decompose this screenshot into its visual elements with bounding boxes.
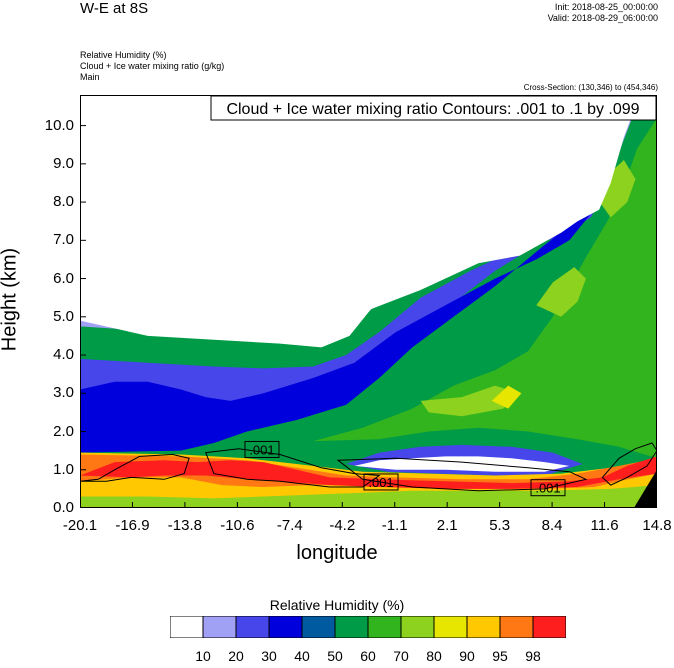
y-tick-label: 0.0	[53, 499, 74, 516]
contour-info-box: Cloud + Ice water mixing ratio Contours:…	[210, 95, 657, 121]
x-tick-label: -10.6	[220, 517, 255, 534]
field-label-rh: Relative Humidity (%)	[80, 50, 167, 60]
x-tick-label: 2.1	[436, 517, 458, 534]
colorbar-swatch	[301, 616, 336, 638]
colorbar-swatch	[466, 616, 501, 638]
contour-info-bg	[210, 95, 657, 121]
x-tick-label: -7.4	[276, 517, 303, 534]
cloud-contour-4	[601, 442, 657, 486]
contour-label-box	[244, 440, 280, 458]
plot-area: .001 .001 .001 Cloud + Ice water mixing rat…	[80, 95, 657, 508]
contour-label-2: .001	[363, 473, 399, 491]
x-tick-label: 5.3	[489, 517, 511, 534]
chart-title: W-E at 8S	[80, 0, 149, 17]
x-tick-label: -13.8	[167, 517, 202, 534]
x-tick-label: -4.2	[329, 517, 356, 534]
cloud-contour-3	[336, 457, 588, 492]
x-tick-label: -20.1	[62, 517, 98, 534]
colorbar-level-label: 10	[195, 648, 211, 664]
colorbar-level-label: 80	[426, 648, 442, 664]
colorbar-swatch	[367, 616, 402, 638]
y-tick-label: 8.0	[53, 193, 74, 211]
colorbar-swatch	[268, 616, 303, 638]
colorbar-swatch	[532, 616, 566, 638]
field-label-main: Main	[80, 72, 100, 82]
rh-region-80-c	[420, 385, 520, 417]
y-tick-label: 3.0	[53, 384, 74, 402]
x-tick-label: -16.9	[115, 517, 150, 534]
colorbar-level-label: 60	[360, 648, 376, 664]
x-tick-label: 14.8	[642, 517, 672, 534]
colorbar-level-label: 90	[459, 648, 475, 664]
contour-label-3: .001	[530, 479, 566, 497]
contour-label-box	[363, 473, 399, 491]
x-tick-label: 11.6	[590, 517, 619, 534]
cloud-contour-2	[204, 448, 381, 488]
y-tick-label: 10.0	[44, 116, 74, 134]
x-axis-label: longitude	[296, 542, 378, 564]
colorbar-level-label: 98	[525, 648, 541, 664]
rh-region-90	[491, 385, 522, 409]
plot-frame	[80, 95, 657, 508]
contour-label-box	[530, 479, 566, 497]
x-tick-label: -1.1	[381, 517, 408, 534]
rh-region-80-b	[594, 160, 636, 218]
y-tick-label: 2.0	[53, 422, 74, 440]
colorbar-labels: 10 20 30 40 50 60 70 80 90 95 98	[0, 648, 674, 668]
colorbar-level-label: 95	[492, 648, 508, 664]
cross-section-label: Cross-Section: (130,346) to (454,346)	[523, 83, 658, 92]
colorbar-swatch	[170, 616, 204, 638]
init-time-label: Init: 2018-08-25_00:00:00	[554, 2, 658, 12]
colorbar-level-label: 70	[393, 648, 409, 664]
rh-region-dry-upper	[80, 95, 657, 348]
cloud-contour-1	[80, 453, 190, 482]
y-tick-label: 9.0	[53, 154, 74, 172]
colorbar-level-label: 30	[261, 648, 277, 664]
colorbar-swatch	[235, 616, 270, 638]
rh-region-80-a	[536, 267, 586, 317]
field-label-cloud: Cloud + Ice water mixing ratio (g/kg)	[80, 61, 225, 71]
colorbar-title: Relative Humidity (%)	[269, 597, 405, 613]
y-tick-label: 7.0	[53, 231, 74, 249]
colorbar-swatch	[334, 616, 369, 638]
contour-info-text: Cloud + Ice water mixing ratio Contours:…	[226, 101, 639, 118]
colorbar-swatch	[433, 616, 468, 638]
colorbar-swatch	[400, 616, 435, 638]
y-axis-label: Height (km)	[0, 247, 21, 352]
colorbar-swatch	[499, 616, 534, 638]
colorbar-level-label: 20	[228, 648, 244, 664]
y-tick-label: 1.0	[53, 460, 74, 478]
colorbar-level-label: 50	[327, 648, 343, 664]
contour-label-text: .001	[249, 442, 274, 457]
y-tick-label: 5.0	[53, 307, 74, 325]
y-tick-label: 6.0	[53, 269, 74, 287]
contour-label-1: .001	[244, 440, 280, 458]
rh-region-40	[80, 133, 621, 453]
contour-label-text: .001	[368, 475, 393, 490]
colorbar-level-label: 40	[294, 648, 310, 664]
y-tick-label: 4.0	[53, 346, 74, 364]
colorbar-swatch	[202, 616, 237, 638]
rh-region-low-red	[80, 456, 657, 489]
colorbar	[170, 616, 566, 638]
contour-label-text: .001	[535, 481, 560, 496]
rh-region-mid-dry	[354, 456, 570, 472]
terrain-corner	[633, 469, 657, 508]
rh-region-70	[313, 117, 657, 459]
x-tick-label: 8.4	[541, 517, 563, 534]
valid-time-label: Valid: 2018-08-29_06:00:00	[547, 13, 658, 23]
